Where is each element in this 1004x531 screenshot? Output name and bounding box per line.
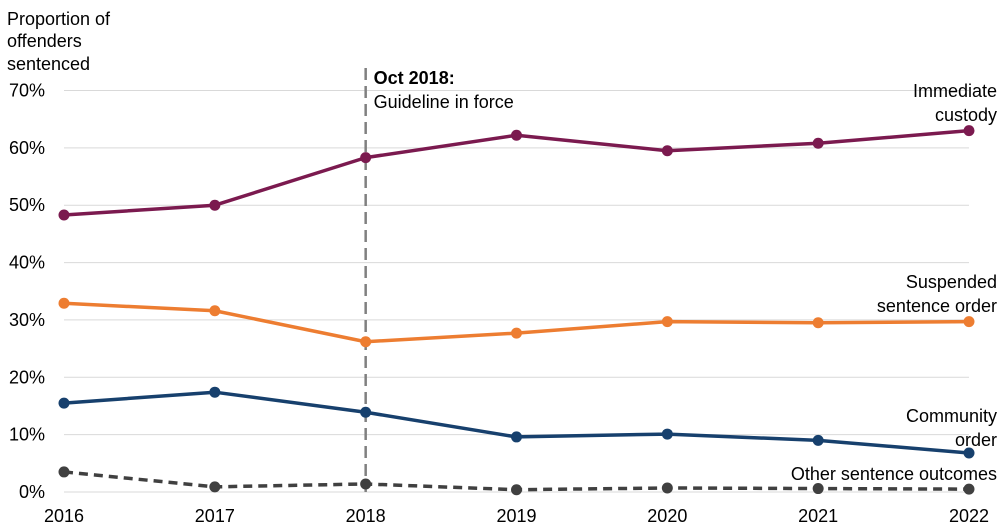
- x-axis-ticks: 2016 2017 2018 2019 2020 2021 2022: [44, 506, 989, 526]
- data-point-immediate-custody: [963, 125, 975, 137]
- data-point-other-sentence-outcomes: [511, 484, 522, 496]
- x-tick-label: 2021: [798, 506, 838, 526]
- series-label: order: [955, 430, 997, 450]
- data-point-community-order: [209, 386, 221, 398]
- data-point-suspended-sentence-order: [963, 316, 975, 328]
- data-point-community-order: [661, 428, 673, 440]
- x-tick-label: 2020: [647, 506, 687, 526]
- y-axis-title: Proportion of offenders sentenced: [7, 9, 111, 74]
- data-point-other-sentence-outcomes: [812, 483, 824, 495]
- data-point-community-order: [360, 406, 372, 418]
- series-label: Community: [906, 406, 997, 426]
- data-point-other-sentence-outcomes: [360, 478, 372, 490]
- y-axis-title-line-3: sentenced: [7, 54, 90, 74]
- y-tick-label: 70%: [9, 81, 45, 101]
- data-point-suspended-sentence-order: [360, 336, 372, 348]
- series-line-immediate-custody: [63, 128, 970, 217]
- series-label: custody: [935, 105, 997, 125]
- data-point-immediate-custody: [661, 145, 673, 157]
- data-point-immediate-custody: [511, 129, 522, 141]
- data-point-other-sentence-outcomes: [963, 483, 975, 495]
- guideline-annotation: Oct 2018: Guideline in force: [364, 68, 514, 492]
- series-label: Suspended: [906, 272, 997, 292]
- data-point-immediate-custody: [360, 152, 372, 164]
- data-point-community-order: [812, 434, 824, 446]
- series-label: Immediate: [913, 81, 997, 101]
- data-point-other-sentence-outcomes: [209, 481, 221, 493]
- data-point-community-order: [58, 397, 70, 409]
- y-tick-label: 50%: [9, 195, 45, 215]
- data-point-other-sentence-outcomes: [661, 482, 673, 494]
- x-tick-label: 2019: [496, 506, 536, 526]
- y-axis-ticks: 0% 10% 20% 30% 40% 50% 60% 70%: [9, 81, 45, 503]
- series-lines: [58, 125, 975, 496]
- x-tick-label: 2022: [949, 506, 989, 526]
- y-tick-label: 20%: [9, 367, 45, 387]
- data-point-immediate-custody: [812, 137, 824, 149]
- y-tick-label: 30%: [9, 310, 45, 330]
- data-point-immediate-custody: [58, 209, 70, 221]
- data-point-community-order: [511, 431, 522, 443]
- x-tick-label: 2017: [195, 506, 235, 526]
- data-point-suspended-sentence-order: [58, 297, 70, 309]
- series-line-community-order: [63, 390, 970, 455]
- y-tick-label: 10%: [9, 425, 45, 445]
- y-axis-title-line-1: Proportion of: [7, 9, 111, 29]
- y-tick-label: 40%: [9, 253, 45, 273]
- x-tick-label: 2018: [346, 506, 386, 526]
- data-point-suspended-sentence-order: [661, 316, 673, 328]
- data-point-suspended-sentence-order: [511, 327, 522, 339]
- annotation-title: Oct 2018:: [374, 68, 455, 88]
- x-tick-label: 2016: [44, 506, 84, 526]
- y-tick-label: 0%: [19, 482, 45, 502]
- data-point-immediate-custody: [209, 199, 221, 211]
- data-point-other-sentence-outcomes: [58, 466, 70, 478]
- annotation-text: Guideline in force: [374, 92, 514, 112]
- series-label: sentence order: [877, 296, 997, 316]
- data-point-suspended-sentence-order: [812, 317, 824, 329]
- y-axis-title-line-2: offenders: [7, 31, 82, 51]
- series-labels: Immediate custody Suspended sentence order C…: [791, 81, 997, 484]
- data-point-community-order: [963, 447, 975, 459]
- series-label: Other sentence outcomes: [791, 464, 997, 484]
- y-tick-label: 60%: [9, 138, 45, 158]
- data-point-suspended-sentence-order: [209, 305, 221, 317]
